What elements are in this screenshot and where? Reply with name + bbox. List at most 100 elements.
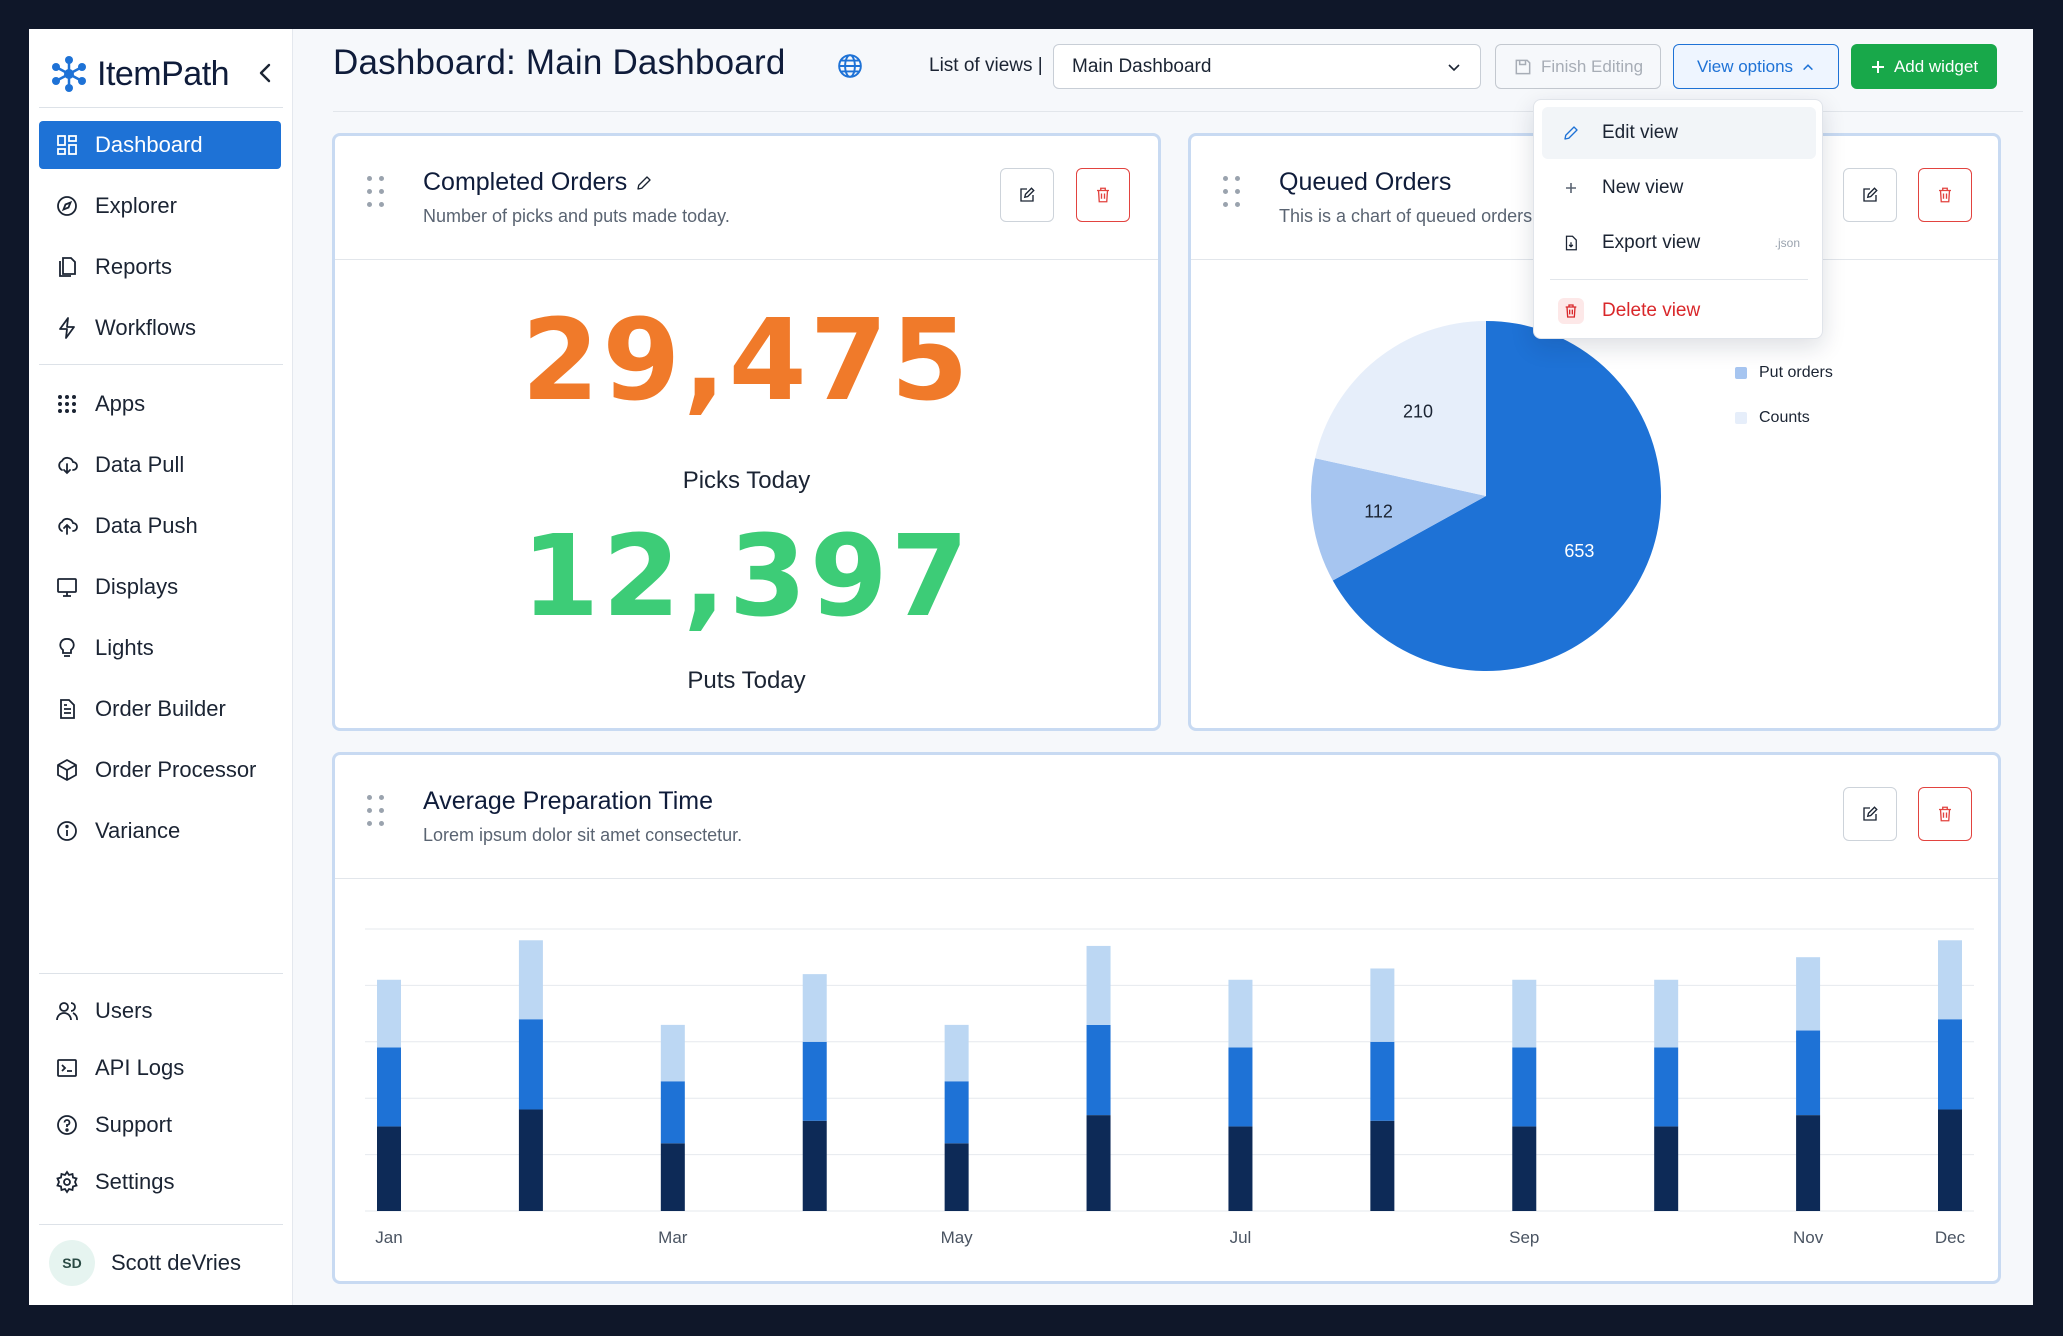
sidebar-item-data-push[interactable]: Data Push (39, 502, 281, 550)
bar-segment[interactable] (944, 1024, 969, 1082)
sidebar-item-order-builder[interactable]: Order Builder (39, 685, 281, 733)
bar-segment[interactable] (660, 1081, 685, 1144)
x-tick-label: May (941, 1228, 974, 1247)
document-icon (60, 699, 75, 719)
bar-segment[interactable] (802, 1041, 827, 1121)
bar-segment[interactable] (802, 974, 827, 1042)
views-select[interactable]: Main Dashboard (1053, 44, 1481, 89)
widget-title: Completed Orders (423, 168, 653, 197)
bar-segment[interactable] (1938, 1019, 1962, 1110)
bar-segment[interactable] (1228, 979, 1253, 1048)
bar-segment[interactable] (1370, 968, 1395, 1042)
sidebar-item-label: Data Pull (95, 452, 185, 477)
sidebar-item-lights[interactable]: Lights (39, 624, 281, 672)
pencil-icon[interactable] (635, 174, 653, 192)
pencil-icon (1558, 120, 1584, 146)
bar-segment[interactable] (1796, 1115, 1821, 1211)
trash-icon (1939, 806, 1951, 822)
edit-widget-button[interactable] (1843, 168, 1897, 222)
bar-segment[interactable] (1370, 1120, 1395, 1211)
sidebar-item-label: Displays (95, 574, 179, 599)
bar-segment[interactable] (1654, 1047, 1679, 1127)
finish-editing-button[interactable]: Finish Editing (1495, 44, 1661, 89)
bar-segment[interactable] (944, 1081, 969, 1144)
bar-segment[interactable] (1370, 1041, 1395, 1121)
bar-segment[interactable] (660, 1143, 685, 1211)
drag-handle-icon[interactable] (367, 795, 385, 831)
drag-handle-icon[interactable] (1223, 176, 1241, 212)
gear-icon (56, 1170, 78, 1194)
bar-segment[interactable] (377, 1126, 401, 1211)
user-profile[interactable]: SD Scott deVries (49, 1240, 241, 1286)
sidebar-item-apps[interactable]: Apps (39, 380, 281, 428)
sidebar-item-reports[interactable]: Reports (39, 243, 281, 291)
bar-segment[interactable] (1512, 1047, 1537, 1127)
bar-segment[interactable] (1512, 1126, 1537, 1211)
widget-subtitle: Number of picks and puts made today. (423, 206, 730, 226)
delete-widget-button[interactable] (1918, 787, 1972, 841)
sidebar-item-users[interactable]: Users (39, 987, 281, 1035)
app-window: ItemPath Dashboard Explorer Reports Work… (29, 29, 2033, 1305)
menu-item-delete-view[interactable]: Delete view (1542, 285, 1816, 337)
sidebar-item-dashboard[interactable]: Dashboard (39, 121, 281, 169)
add-widget-button[interactable]: Add widget (1851, 44, 1997, 89)
bar-segment[interactable] (1512, 979, 1537, 1048)
delete-widget-button[interactable] (1076, 168, 1130, 222)
sidebar-item-order-processor[interactable]: Order Processor (39, 746, 281, 794)
chevron-down-icon (1448, 64, 1460, 72)
collapse-sidebar-button[interactable] (251, 55, 279, 91)
bar-segment[interactable] (1796, 957, 1821, 1031)
bar-segment[interactable] (1086, 1024, 1111, 1116)
header-divider (333, 111, 2023, 112)
bar-segment[interactable] (518, 940, 543, 1020)
brand-logo[interactable]: ItemPath (49, 49, 230, 99)
widget-title: Average Preparation Time (423, 787, 713, 816)
pie-slice[interactable] (1311, 458, 1486, 581)
pie-slice[interactable] (1332, 321, 1661, 671)
sidebar-item-api-logs[interactable]: API Logs (39, 1044, 281, 1092)
bar-segment[interactable] (1796, 1030, 1821, 1116)
bar-segment[interactable] (518, 1019, 543, 1110)
sidebar-item-variance[interactable]: Variance (39, 807, 281, 855)
x-tick-label: Dec (1935, 1228, 1966, 1247)
bar-segment[interactable] (1938, 1109, 1962, 1211)
bar-segment[interactable] (660, 1024, 685, 1082)
cloud-download-icon (58, 456, 78, 475)
help-icon (57, 1115, 77, 1135)
pie-slice[interactable] (1315, 321, 1486, 496)
bar-segment[interactable] (377, 979, 401, 1048)
bar-segment[interactable] (518, 1109, 543, 1211)
menu-item-export-view[interactable]: Export view .json (1542, 217, 1816, 269)
bar-segment[interactable] (802, 1120, 827, 1211)
edit-widget-button[interactable] (1843, 787, 1897, 841)
trash-icon (1939, 187, 1951, 203)
lightbulb-icon (59, 638, 75, 657)
bar-segment[interactable] (1228, 1047, 1253, 1127)
bar-segment[interactable] (944, 1143, 969, 1211)
sidebar-divider (39, 973, 283, 974)
view-options-button[interactable]: View options (1673, 44, 1839, 89)
puts-today-value: 12,397 (521, 512, 972, 642)
bar-segment[interactable] (1086, 1115, 1111, 1211)
sidebar-item-displays[interactable]: Displays (39, 563, 281, 611)
bar-segment[interactable] (1228, 1126, 1253, 1211)
sidebar-item-support[interactable]: Support (39, 1101, 281, 1149)
delete-widget-button[interactable] (1918, 168, 1972, 222)
sidebar-item-settings[interactable]: Settings (39, 1158, 281, 1206)
sidebar-item-workflows[interactable]: Workflows (39, 304, 281, 352)
bar-segment[interactable] (1654, 1126, 1679, 1211)
bar-segment[interactable] (1086, 945, 1111, 1025)
menu-item-new-view[interactable]: New view (1542, 162, 1816, 214)
globe-icon[interactable] (837, 53, 863, 79)
legend-item[interactable]: Put orders (1735, 362, 1833, 384)
sidebar: ItemPath Dashboard Explorer Reports Work… (29, 29, 293, 1305)
menu-item-edit-view[interactable]: Edit view (1542, 107, 1816, 159)
sidebar-item-data-pull[interactable]: Data Pull (39, 441, 281, 489)
edit-widget-button[interactable] (1000, 168, 1054, 222)
bar-segment[interactable] (1938, 940, 1962, 1020)
sidebar-item-explorer[interactable]: Explorer (39, 182, 281, 230)
bar-segment[interactable] (377, 1047, 401, 1127)
legend-item[interactable]: Counts (1735, 407, 1833, 429)
bar-segment[interactable] (1654, 979, 1679, 1048)
drag-handle-icon[interactable] (367, 176, 385, 212)
